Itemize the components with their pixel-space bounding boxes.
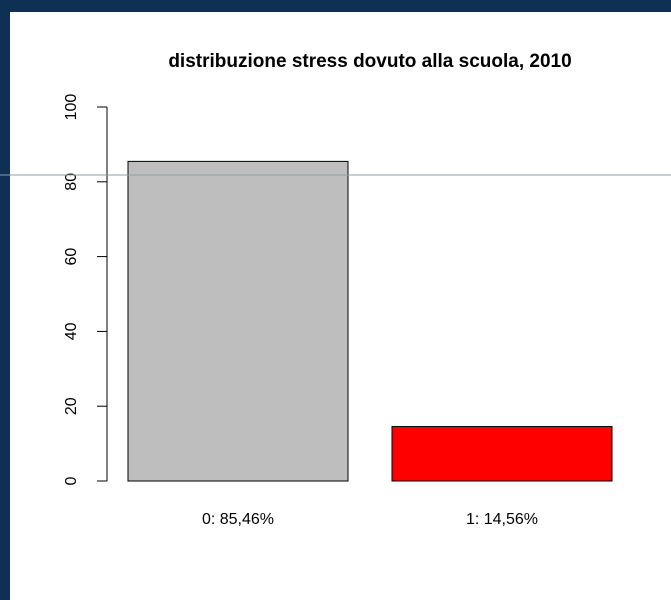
bar [391,426,613,482]
x-tick-label: 0: 85,46% [202,511,274,528]
x-tick-label: 1: 14,56% [466,511,538,528]
y-tick-label: 40 [63,322,80,340]
chart-title: distribuzione stress dovuto alla scuola,… [168,51,571,72]
bar [127,160,349,482]
y-tick-label: 20 [63,397,80,415]
y-tick-label: 100 [63,94,80,121]
y-tick-label: 60 [63,248,80,266]
y-tick-label: 80 [63,173,80,191]
y-tick-label: 0 [63,476,80,485]
